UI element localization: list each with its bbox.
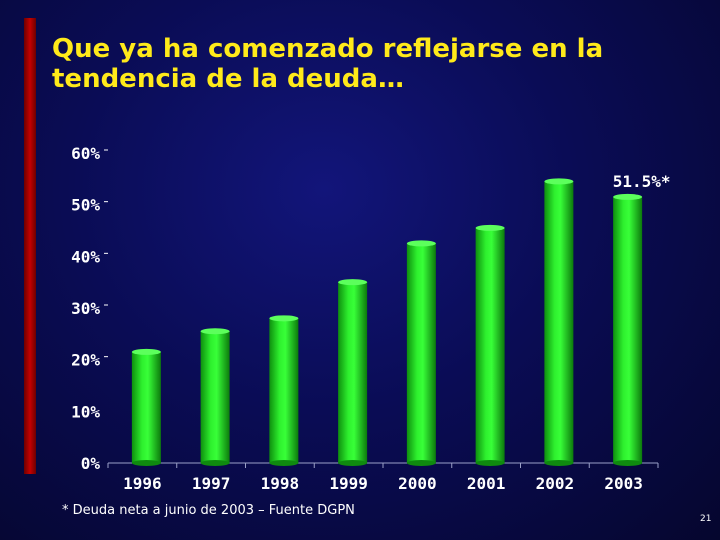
footnote: * Deuda neta a junio de 2003 – Fuente DG…: [62, 503, 355, 518]
bar: [544, 178, 574, 466]
bar: [200, 328, 230, 466]
y-tick-label: 10%: [71, 402, 100, 421]
y-tick-label: 60%: [71, 144, 100, 163]
bar-base: [338, 460, 368, 466]
bar-base: [613, 460, 643, 466]
bar-top: [269, 315, 299, 322]
bar-top: [475, 224, 505, 231]
x-tick-label: 1997: [192, 474, 231, 493]
x-tick-label: 1999: [329, 474, 368, 493]
bar-top: [613, 193, 643, 200]
bar-body: [544, 181, 574, 463]
bar-base: [475, 460, 505, 466]
bar-top: [338, 279, 368, 286]
x-tick-label: 1996: [123, 474, 162, 493]
bar-base: [269, 460, 299, 466]
page-number: 21: [700, 514, 712, 524]
bar-base: [406, 460, 436, 466]
bar: [338, 279, 368, 466]
accent-bar: [24, 18, 36, 474]
y-tick-label: 20%: [71, 351, 100, 370]
bar-base: [131, 460, 161, 466]
bar-body: [613, 196, 643, 463]
x-tick-label: 2003: [604, 474, 643, 493]
y-tick-label: 0%: [81, 454, 101, 473]
bar-top: [544, 178, 574, 185]
bar: [406, 240, 436, 466]
y-tick-label: 30%: [71, 299, 100, 318]
y-tick-label: 40%: [71, 247, 100, 266]
bar-top: [131, 348, 161, 355]
x-tick-label: 2001: [467, 474, 506, 493]
slide-title-line-1: Que ya ha comenzado reflejarse en la: [52, 34, 604, 64]
bar-body: [406, 243, 436, 463]
bar-body: [269, 318, 299, 463]
bar: [475, 224, 505, 466]
bar-body: [200, 331, 230, 463]
bar-top: [200, 328, 230, 335]
slide-title-line-2: tendencia de la deuda…: [52, 64, 404, 94]
bar-body: [131, 351, 161, 463]
bar-base: [544, 460, 574, 466]
slide-title: Que ya ha comenzado reflejarse en la ten…: [52, 34, 692, 94]
bar: [269, 315, 299, 466]
y-tick-label: 50%: [71, 196, 100, 215]
x-tick-label: 1998: [261, 474, 300, 493]
bar-top: [406, 240, 436, 247]
bar-base: [200, 460, 230, 466]
x-tick-label: 2002: [536, 474, 575, 493]
bar-body: [338, 282, 368, 463]
x-tick-label: 2000: [398, 474, 437, 493]
bar-body: [475, 227, 505, 463]
bar: [131, 348, 161, 466]
annotation-label: 51.5%*: [613, 172, 671, 191]
bar: [613, 193, 643, 466]
